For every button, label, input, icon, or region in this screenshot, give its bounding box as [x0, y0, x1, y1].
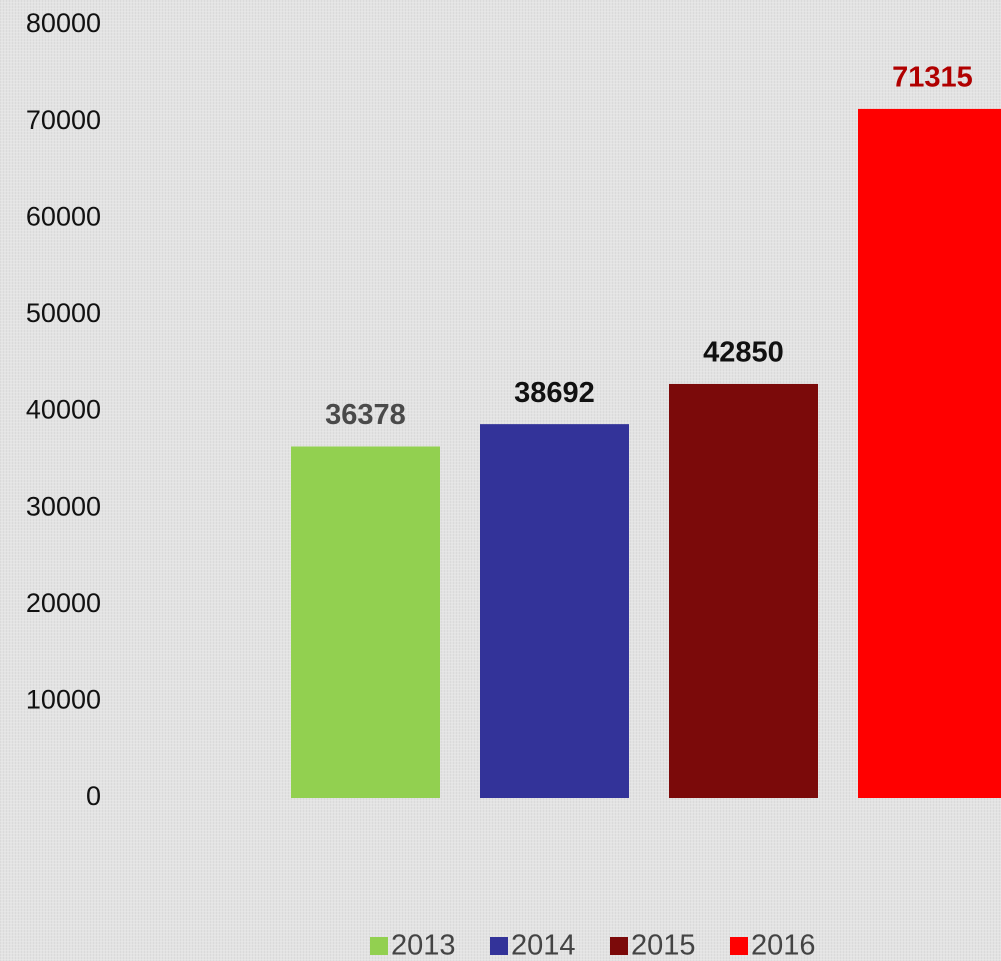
bar [480, 424, 629, 798]
legend-swatch [610, 937, 628, 955]
value-label: 71315 [892, 62, 973, 94]
legend-swatch [730, 937, 748, 955]
y-tick-label: 80000 [26, 8, 101, 38]
value-label: 36378 [325, 399, 406, 431]
bar [291, 446, 440, 798]
y-tick-label: 0 [86, 781, 101, 811]
legend-swatch [490, 937, 508, 955]
legend-label: 2016 [751, 930, 816, 961]
value-label: 38692 [514, 377, 595, 409]
y-tick-label: 30000 [26, 491, 101, 521]
legend-swatch [370, 937, 388, 955]
y-tick-label: 50000 [26, 298, 101, 328]
y-tick-label: 40000 [26, 395, 101, 425]
y-tick-label: 60000 [26, 201, 101, 231]
y-tick-label: 10000 [26, 685, 101, 715]
bar [858, 108, 1001, 798]
legend-label: 2014 [511, 930, 576, 961]
bar [669, 383, 818, 798]
legend-label: 2015 [631, 930, 696, 961]
legend-label: 2013 [391, 930, 456, 961]
y-tick-label: 20000 [26, 588, 101, 618]
y-tick-label: 70000 [26, 105, 101, 135]
value-label: 42850 [703, 337, 784, 369]
